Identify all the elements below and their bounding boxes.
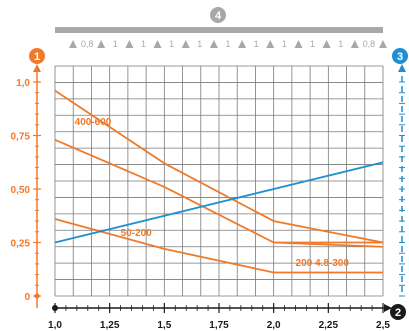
badge-bottom-right-label: 2 [395,307,401,319]
badge-top-label: 4 [215,10,222,22]
support-span-label: 1 [141,39,146,49]
badge-bottom-right: 2 [390,304,406,320]
support-triangle [266,40,275,48]
bottom-axis: 1,0 1,25 1,5 1,75 2,0 2,25 2,5 [34,293,392,331]
support-triangle [294,40,303,48]
y-tick-label: 0 [24,292,30,303]
support-triangle [322,40,331,48]
left-origin-dot [34,293,40,299]
series-annotation: 400-600 [75,117,112,128]
support-triangle [125,40,134,48]
support-span-label: 1 [310,39,315,49]
series-line-0 [54,89,384,244]
support-beam: 0,8 1 1 1 1 1 1 1 1 1 0,8 [55,27,387,49]
grid [54,65,384,297]
support-span-label: 1 [113,39,118,49]
x-axis-ticks: 1,0 1,25 1,5 1,75 2,0 2,25 2,5 [48,303,390,331]
series-line-2 [54,218,383,274]
series-layer [54,89,384,274]
support-span-label: 1 [225,39,230,49]
support-markers: 0,8 1 1 1 1 1 1 1 1 1 0,8 [69,39,387,49]
left-axis-arrow [33,64,41,72]
badge-right: 3 [392,48,408,64]
left-axis-ticks: 0 0,25 0,50 0,75 1,0 [11,78,41,303]
x-tick-label: 2,25 [319,320,339,331]
x-tick-label: 1,5 [157,320,171,331]
bottom-axis-arrow [384,304,392,312]
badge-right-label: 3 [397,51,403,63]
y-tick-label: 1,0 [16,78,30,89]
badge-top: 4 [210,7,226,23]
support-triangle [350,40,359,48]
y-tick-label: 0,75 [11,132,31,143]
support-span-label: 1 [169,39,174,49]
support-triangle [153,40,162,48]
support-span-label: 1 [338,39,343,49]
support-span-label: 0,8 [81,39,94,49]
beam-bar [55,27,383,33]
badge-left-label: 1 [34,51,40,63]
x-tick-label: 2,0 [267,320,281,331]
y-tick-label: 0,25 [11,239,31,250]
right-axis [398,64,406,297]
support-triangle [379,40,387,48]
support-triangle [97,40,106,48]
support-triangle [181,40,190,48]
x-tick-label: 1,25 [100,320,120,331]
x-tick-label: 1,0 [48,320,62,331]
right-axis-arrow [398,64,406,72]
support-triangle [69,40,77,48]
support-span-label: 1 [254,39,259,49]
series-line-3 [273,241,384,248]
support-triangle [209,40,218,48]
series-line-1 [54,138,383,244]
support-span-label: 0,8 [363,39,376,49]
series-annotation: 200 4.8-300 [296,258,350,269]
badge-left: 1 [29,48,45,64]
support-span-label: 1 [282,39,287,49]
x-tick-label: 1,75 [209,320,229,331]
series-line-4 [54,161,384,244]
right-axis-ticks [399,81,405,297]
left-axis: 0 0,25 0,50 0,75 1,0 [11,64,41,303]
series-annotation: 50-200 [121,228,153,239]
annotations-layer: 400-600 50-200 200 4.8-300 [75,117,350,269]
support-span-label: 1 [197,39,202,49]
y-tick-label: 0,50 [11,185,31,196]
support-triangle [238,40,247,48]
x-tick-label: 2,5 [376,320,390,331]
